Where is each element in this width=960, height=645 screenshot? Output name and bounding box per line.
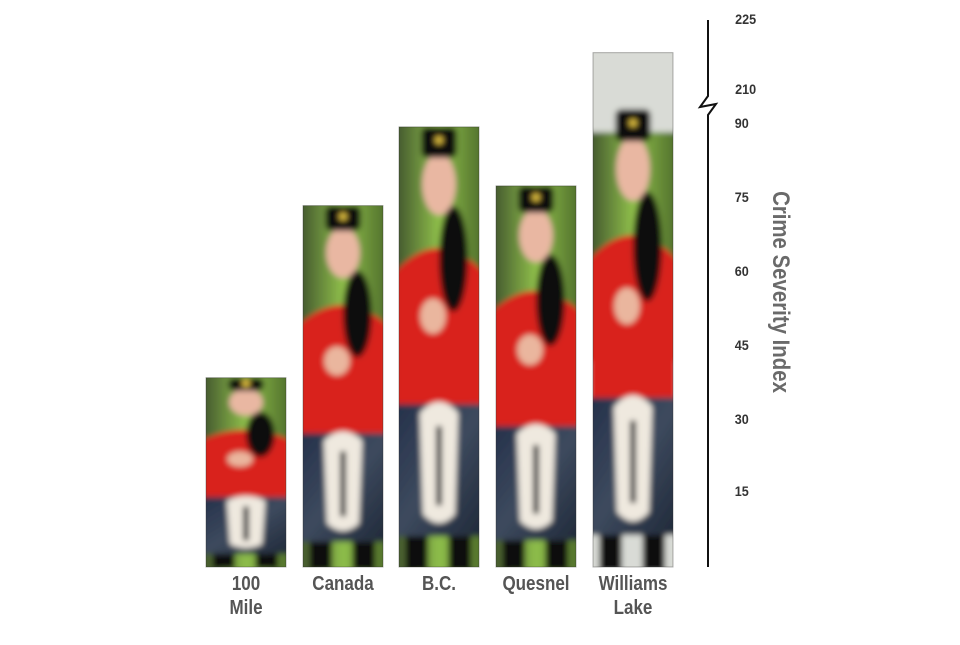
x-tick-label: Canada bbox=[312, 573, 374, 595]
y-tick-label: 15 bbox=[734, 483, 749, 499]
y-axis-line bbox=[697, 20, 719, 567]
y-tick-label: 30 bbox=[734, 411, 749, 427]
x-tick-label: Quesnel bbox=[502, 573, 570, 595]
bar-3 bbox=[398, 126, 480, 568]
y-axis-title: Crime Severity Index bbox=[767, 191, 794, 393]
bar-2 bbox=[302, 205, 384, 568]
bar-4 bbox=[495, 185, 577, 568]
x-tick-label: Williams Lake bbox=[598, 573, 668, 619]
y-tick-label: 45 bbox=[734, 337, 749, 353]
y-tick-label: 75 bbox=[734, 189, 749, 205]
x-tick-label: 100 Mile bbox=[229, 573, 263, 619]
x-tick-label: B.C. bbox=[422, 573, 456, 595]
bar-1 bbox=[205, 377, 287, 568]
y-tick-label: 90 bbox=[734, 115, 749, 131]
bar-5 bbox=[592, 52, 674, 568]
y-tick-label: 210 bbox=[735, 81, 757, 97]
y-tick-label: 60 bbox=[734, 263, 749, 279]
y-tick-label: 225 bbox=[735, 11, 757, 27]
